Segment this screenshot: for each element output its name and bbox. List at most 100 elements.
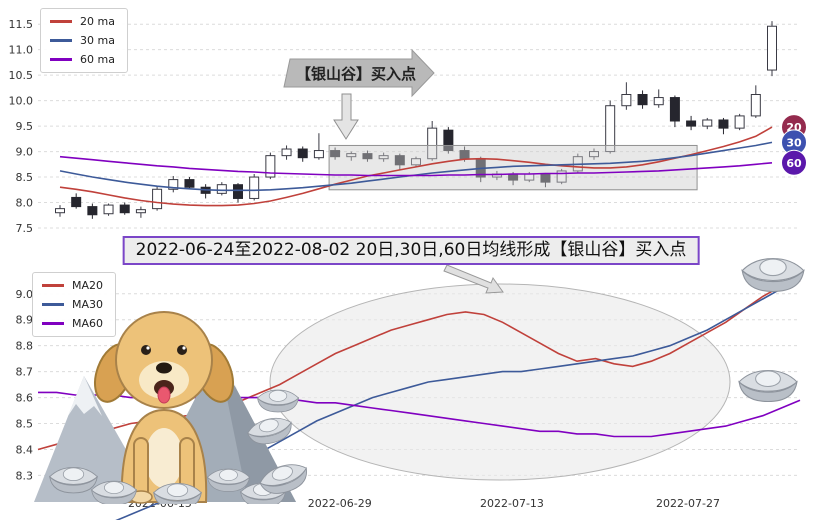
legend-item: 30 ma <box>50 34 115 47</box>
y-tick-label: 8.5 <box>16 171 34 184</box>
candle-body <box>330 150 341 158</box>
candle-body <box>443 129 454 152</box>
candle-body <box>313 150 324 159</box>
legend-item: 60 ma <box>50 53 115 66</box>
candle-body <box>87 206 98 216</box>
candle-body <box>378 155 389 160</box>
candle-body <box>702 119 713 127</box>
y-tick-label: 8.3 <box>16 469 34 482</box>
y-tick-label: 8.6 <box>16 392 34 405</box>
candle-body <box>394 155 405 166</box>
legend-label-ma20: 20 ma <box>80 15 115 28</box>
y-tick-label: 8.4 <box>16 443 34 456</box>
x-tick-label: 2022-06-29 <box>308 497 372 510</box>
legend-swatch-ma60 <box>42 322 64 325</box>
legend-label-ma60: 60 ma <box>80 53 115 66</box>
y-tick-label: 9.5 <box>16 120 34 133</box>
legend-item: 20 ma <box>50 15 115 28</box>
legend-label-ma20: MA20 <box>72 279 104 292</box>
candle-body <box>249 176 260 199</box>
candle-body <box>767 25 777 71</box>
candle-body <box>669 97 680 122</box>
y-tick-label: 8.9 <box>16 314 34 327</box>
candles <box>55 21 777 219</box>
candle-body <box>297 148 308 159</box>
y-tick-label: 11.5 <box>9 18 34 31</box>
y-tick-label: 10.0 <box>9 95 34 108</box>
candle-body <box>265 155 276 178</box>
candle-body <box>605 105 616 153</box>
annotation-label: 【银山谷】买入点 <box>296 65 416 83</box>
legend-item: MA60 <box>42 317 103 330</box>
y-tick-label: 8.7 <box>16 366 34 379</box>
summary-banner: 2022-06-24至2022-08-02 20日,30日,60日均线形成【银山… <box>122 236 700 265</box>
candle-body <box>119 204 130 214</box>
y-tick-label: 9.0 <box>16 288 34 301</box>
y-tick-label: 8.0 <box>16 197 34 210</box>
candlestick-chart: 7.5 8.0 8.5 9.0 9.5 10.0 10.5 11.0 11.5 【银山谷】买入点 2… <box>9 18 807 234</box>
candle-body <box>718 119 729 129</box>
x-tick-label: 2022-07-27 <box>656 497 720 510</box>
legend-swatch-ma60 <box>50 58 72 61</box>
candle-body <box>184 179 195 188</box>
candle-body <box>168 179 179 190</box>
candle-body <box>281 148 292 157</box>
highlight-ellipse <box>269 283 731 481</box>
silver-ingot-icon <box>741 257 805 293</box>
candle-body <box>135 209 146 214</box>
svg-text:60: 60 <box>786 157 802 170</box>
candle-body <box>427 127 438 160</box>
ma-period-badge-30: 30 <box>781 129 807 156</box>
legend-label-ma60: MA60 <box>72 317 104 330</box>
y-tick-label: 8.8 <box>16 340 34 353</box>
silver-ingot-icon <box>246 414 294 448</box>
silver-ingot-icon <box>258 460 310 498</box>
y-tick-label: 10.5 <box>9 69 34 82</box>
candle-body <box>216 184 227 194</box>
y-tick-label: 8.5 <box>16 418 34 431</box>
legend-swatch-ma30 <box>50 39 72 42</box>
candle-body <box>686 120 697 127</box>
candle-body <box>233 184 243 199</box>
down-arrow-icon <box>333 93 359 140</box>
silver-valley-highlight-box <box>328 144 698 191</box>
legend-item: MA30 <box>42 298 103 311</box>
candle-body <box>346 153 357 158</box>
candle-body <box>653 97 664 106</box>
silver-ingot-icon <box>738 369 798 403</box>
y-tick-label: 7.5 <box>16 222 34 234</box>
ma-line-60ma <box>59 155 773 177</box>
candle-body <box>152 188 163 210</box>
candle-body <box>362 153 373 160</box>
top-legend: 20 ma 30 ma 60 ma <box>40 8 128 73</box>
ma-lines <box>59 126 773 207</box>
candle-body <box>621 94 632 107</box>
candle-body <box>589 151 599 158</box>
bottom-legend: MA20 MA30 MA60 <box>32 272 117 337</box>
y-tick-label: 11.0 <box>9 44 34 57</box>
legend-swatch-ma20 <box>50 20 72 23</box>
legend-swatch-ma20 <box>42 284 64 287</box>
legend-label-ma30: MA30 <box>72 298 104 311</box>
legend-swatch-ma30 <box>42 303 64 306</box>
banner-arrow-icon <box>443 264 504 294</box>
ma-line-20ma <box>59 126 773 207</box>
candle-body <box>734 115 745 129</box>
candle-body <box>556 170 567 183</box>
annotation-arrow-banner <box>283 48 435 98</box>
dog <box>94 311 234 504</box>
x-tick-label: 2022-07-13 <box>480 497 544 510</box>
svg-text:30: 30 <box>786 136 802 149</box>
candle-body <box>55 208 65 214</box>
ma-period-badge-60: 60 <box>781 149 807 176</box>
silver-ingot-icon <box>257 389 299 413</box>
candle-body <box>411 158 421 166</box>
candle-body <box>750 94 761 117</box>
y-tick-label: 9.0 <box>16 146 34 159</box>
legend-label-ma30: 30 ma <box>80 34 115 47</box>
candle-body <box>71 196 82 208</box>
candle-body <box>103 204 114 215</box>
candle-body <box>637 94 648 106</box>
legend-item: MA20 <box>42 279 103 292</box>
